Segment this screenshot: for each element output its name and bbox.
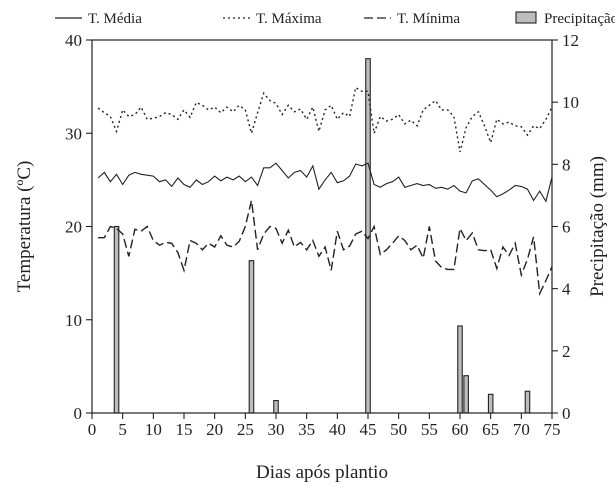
x-axis-title: Dias após plantio [256,462,388,483]
precipitation-bars-layer [113,58,531,414]
x-tick-label: 25 [237,420,254,439]
x-tick-label: 50 [390,420,407,439]
precipitation-bar [487,393,494,414]
series-line-t-minima [98,200,553,297]
x-tick-label: 5 [118,420,127,439]
x-tick-label: 0 [88,420,97,439]
x-tick-label: 55 [421,420,438,439]
y-right-tick-label: 8 [562,155,571,174]
y-right-tick-label: 6 [562,218,571,237]
y-left-tick-label: 20 [65,218,82,237]
y-left-tick-label: 30 [65,124,82,143]
precipitation-bar [113,225,120,414]
series-line-t-media [97,162,553,203]
precipitation-bar [463,375,469,414]
x-tick-label: 45 [360,420,377,439]
legend-swatch-precipitacao [515,11,537,24]
x-tick-label: 65 [482,420,499,439]
y-right-tick-label: 12 [562,31,579,50]
x-tick-label: 30 [268,420,285,439]
y-left-tick-label: 0 [74,404,83,423]
y-left-tick-label: 40 [65,31,82,50]
x-tick-label: 20 [206,420,223,439]
x-tick-label: 60 [452,420,469,439]
series-line-t-maxima [97,86,553,153]
x-tick-label: 70 [513,420,530,439]
plot-frame [91,39,553,414]
y-right-tick-label: 10 [562,93,579,112]
y-right-tick-label: 4 [562,280,571,299]
y-axis-left-title: Temperatura (ºC) [14,161,35,293]
temperature-lines-layer [97,86,553,297]
x-tick-label: 35 [298,420,315,439]
x-tick-label: 75 [544,420,561,439]
legend-label-precipitacao: Precipitação [544,11,615,27]
legend-label-t-minima: T. Mínima [397,11,460,27]
x-tick-label: 15 [176,420,193,439]
legend: T. Média T. Máxima T. Mínima Precipitação [55,11,615,27]
precipitation-bar [457,325,463,414]
y-axis-right-title: Precipitação (mm) [587,156,608,297]
precipitation-bar [273,400,279,414]
precipitation-bar [248,260,255,414]
y-right-tick-label: 2 [562,342,571,361]
precipitation-bar [524,390,531,414]
y-right-tick-label: 0 [562,404,571,423]
legend-label-t-media: T. Média [88,11,142,27]
y-left-tick-label: 10 [65,311,82,330]
legend-label-t-maxima: T. Máxima [256,11,322,27]
axes-layer: 0 5 10 15 20 25 30 35 40 45 50 55 60 65 70 750102030400… [65,31,579,439]
x-tick-label: 40 [329,420,346,439]
x-tick-label: 10 [145,420,162,439]
